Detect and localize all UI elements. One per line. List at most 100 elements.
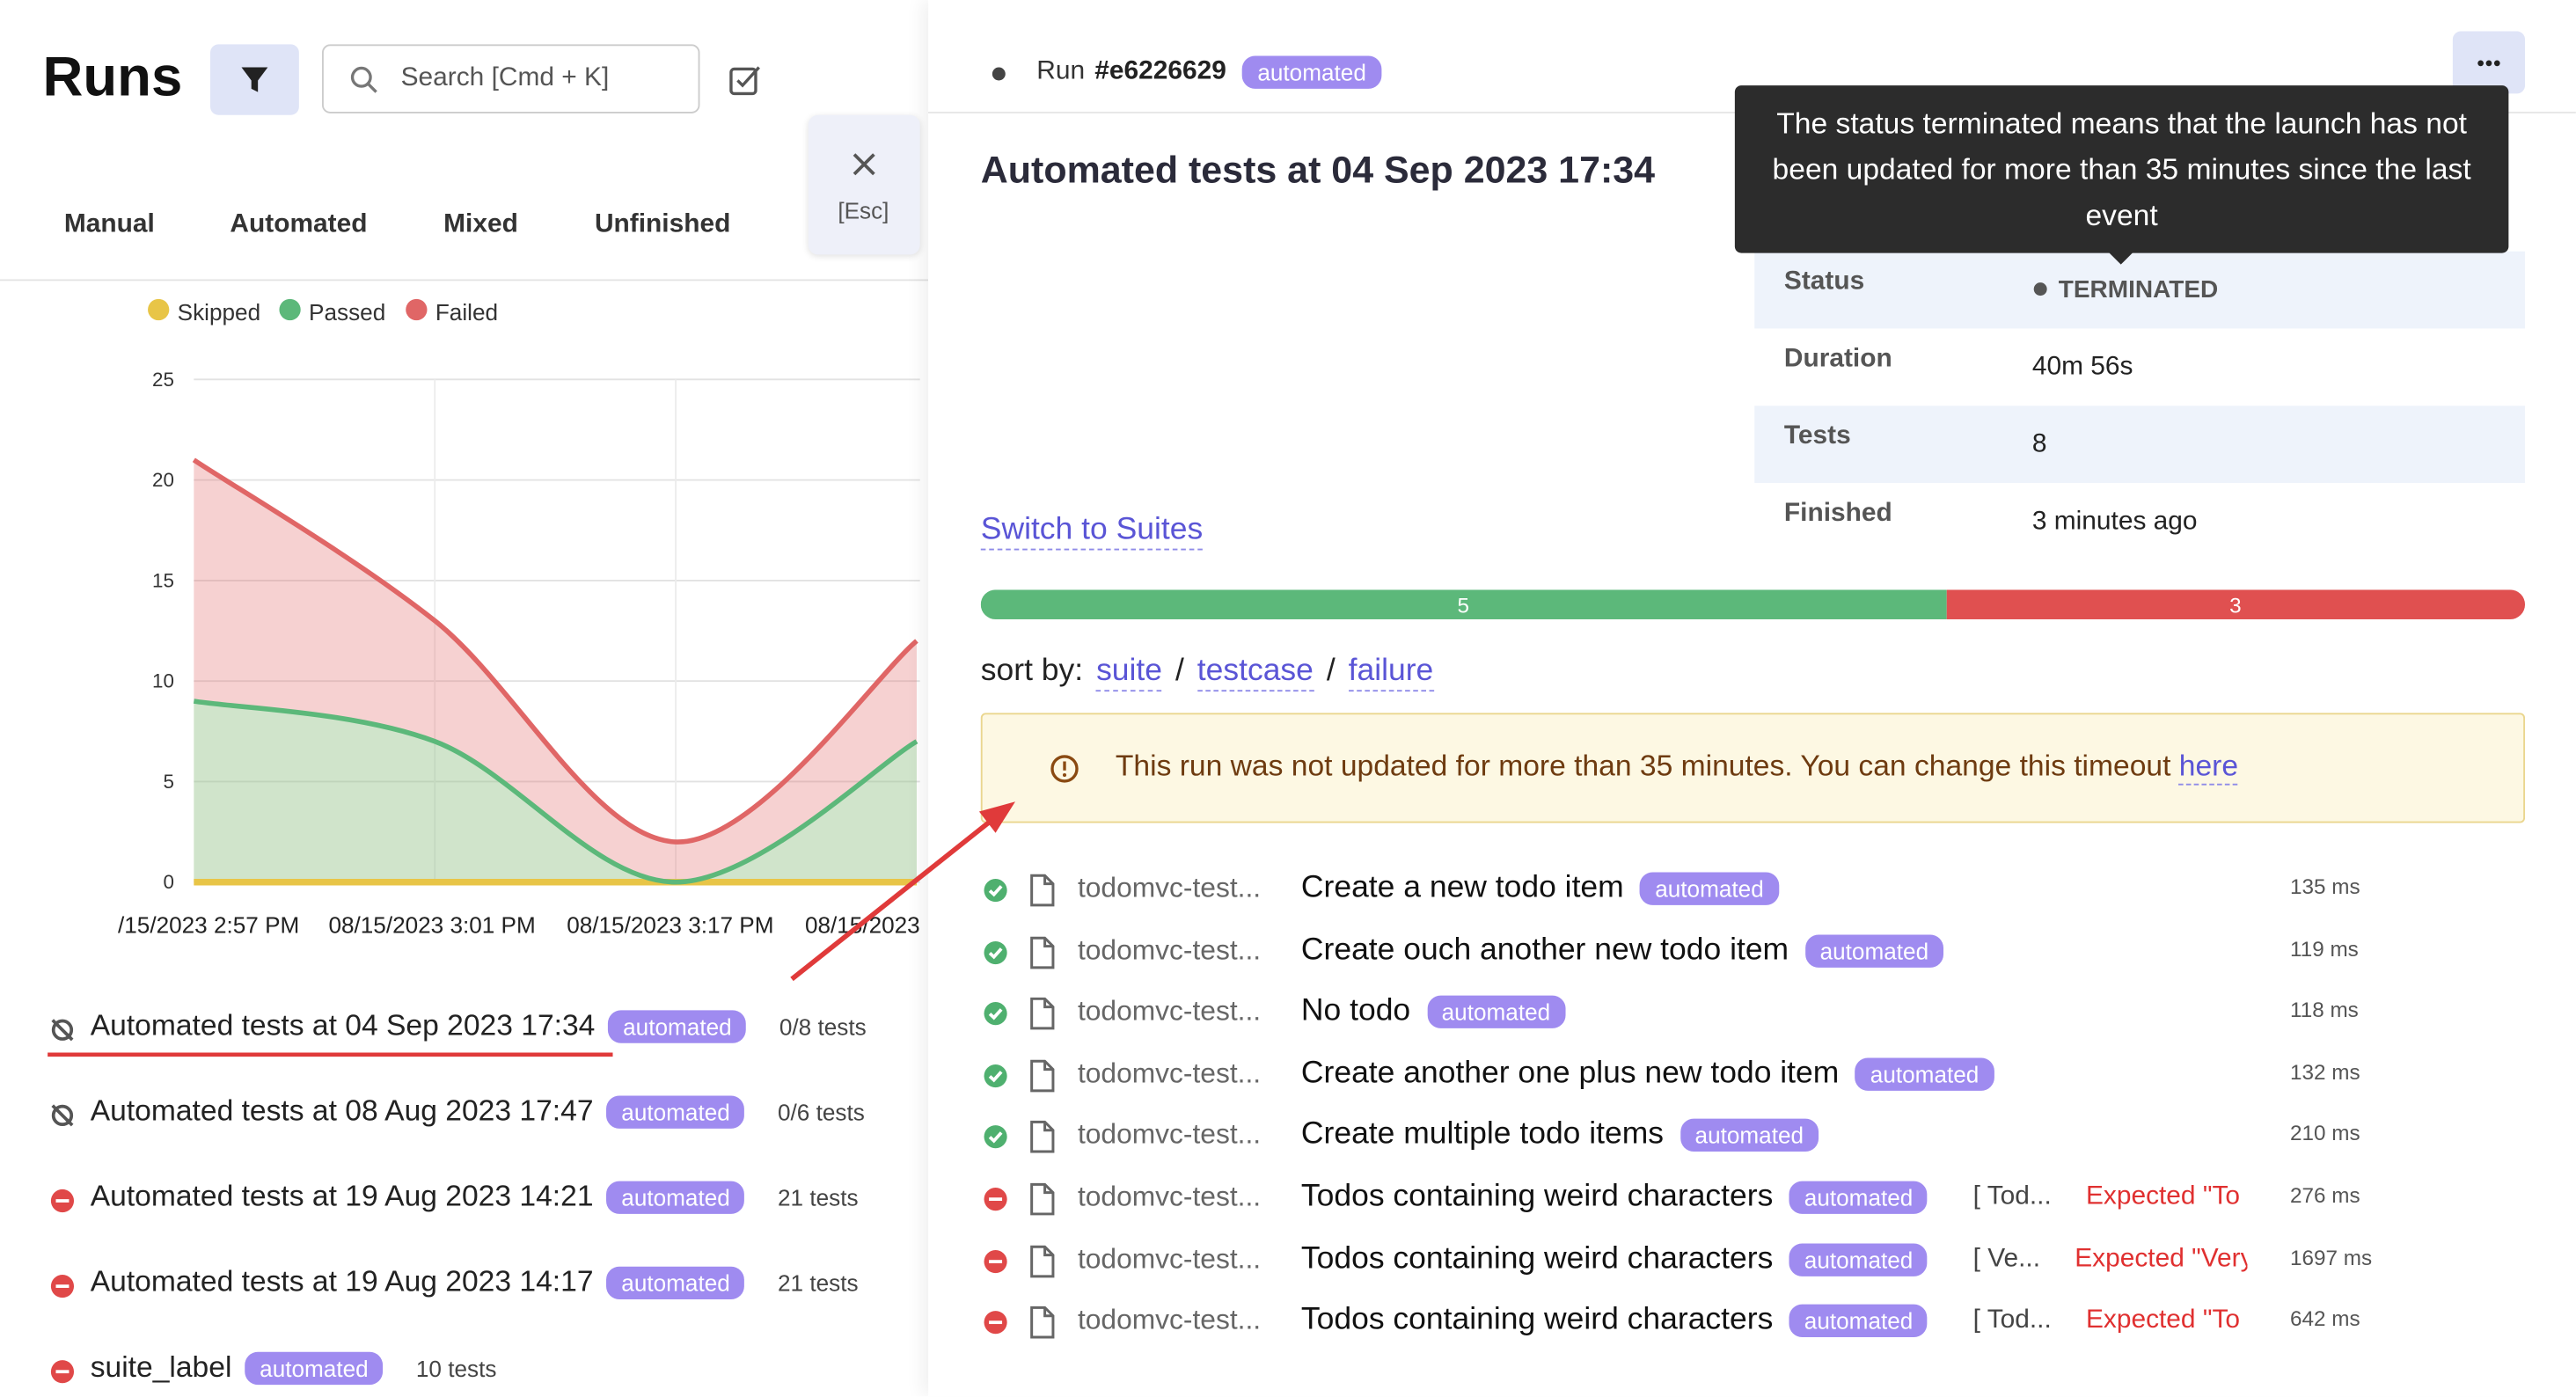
run-status-icon (51, 1019, 74, 1042)
filter-icon (241, 67, 268, 92)
run-count: 10 tests (415, 1354, 497, 1381)
x-tick-label: 08/15/2023 3:01 PM (328, 912, 535, 939)
test-badge: automated (1789, 1181, 1928, 1214)
test-title-row[interactable]: Create ouch another new todo item automat… (1301, 933, 1943, 969)
run-title: Automated tests at 08 Aug 2023 17:47 (90, 1093, 594, 1127)
test-time: 276 ms (2290, 1182, 2360, 1208)
run-status-icon (51, 1104, 74, 1127)
test-status-icon (984, 879, 1007, 903)
run-badge: automated (1242, 55, 1381, 89)
file-icon (1030, 1182, 1055, 1216)
error-file: [ Tod... (1972, 1182, 2052, 1211)
info-row (1754, 482, 2526, 560)
test-title-row[interactable]: Create a new todo item automated (1301, 871, 1779, 907)
more-icon (2477, 60, 2500, 67)
test-title-row[interactable]: Todos containing weird characters automat… (1301, 1180, 1928, 1216)
x-tick-label: 08/15/2023 3:17 PM (567, 912, 773, 939)
run-item[interactable]: Automated tests at 08 Aug 2023 17:47 auto… (91, 1094, 865, 1129)
test-time: 1697 ms (2290, 1244, 2373, 1269)
sort-option[interactable]: suite (1096, 654, 1163, 692)
run-item[interactable]: Automated tests at 19 Aug 2023 14:21 auto… (91, 1180, 859, 1214)
test-file: todomvc-test... (1077, 1242, 1262, 1275)
error-file: [ Tod... (1972, 1306, 2052, 1335)
file-icon (1030, 1306, 1055, 1339)
warning-text: This run was not updated for more than 3… (1115, 749, 2171, 782)
run-dot (992, 67, 1006, 81)
tooltip-arrow (2107, 251, 2134, 265)
sort-separator: / (1175, 654, 1184, 689)
sort-separator: / (1326, 654, 1336, 689)
test-status-icon (984, 1249, 1007, 1273)
run-status-icon (50, 1275, 75, 1298)
y-tick-label: 10 (152, 670, 174, 692)
filter-button[interactable] (210, 44, 299, 115)
test-title-row[interactable]: Todos containing weird characters automat… (1301, 1303, 1928, 1339)
sort-option[interactable]: testcase (1197, 654, 1314, 692)
legend-dot (279, 298, 301, 321)
info-value: 3 minutes ago (2031, 507, 2198, 536)
legend-label: Passed (309, 298, 386, 325)
test-badge: automated (1680, 1119, 1819, 1152)
area-line (192, 457, 918, 845)
sort-option[interactable]: failure (1348, 654, 1434, 692)
test-time: 210 ms (2290, 1121, 2360, 1146)
test-time: 642 ms (2290, 1306, 2360, 1331)
test-error: [ Ve... Expected "Very (1973, 1245, 2248, 1275)
progress-segment: 5 (980, 589, 1946, 619)
test-badge: automated (1789, 1304, 1928, 1338)
run-title: Automated tests at 04 Sep 2023 17:34 (980, 148, 1656, 191)
test-title: Todos containing weird characters (1300, 1303, 1774, 1338)
test-badge: automated (1426, 995, 1566, 1029)
test-title-row[interactable]: Todos containing weird characters automat… (1301, 1241, 1928, 1277)
run-item[interactable]: Automated tests at 19 Aug 2023 14:17 auto… (91, 1265, 859, 1299)
info-label: Finished (1783, 499, 1892, 528)
warning-text-row: This run was not updated for more than 3… (1115, 749, 2239, 786)
test-file: todomvc-test... (1077, 1181, 1262, 1213)
sort-row: sort by: suite / testcase / failure (980, 654, 1434, 692)
test-status-icon (984, 1311, 1007, 1335)
tab[interactable]: Automated (230, 210, 368, 238)
file-icon (1030, 1245, 1055, 1277)
run-badge: automated (608, 1009, 747, 1042)
page-title: Runs (42, 46, 183, 109)
close-hint: [Esc] (838, 197, 889, 223)
test-error: [ Tod... Expected "To (1973, 1306, 2258, 1336)
area-chart: 0 5 10 15 20 25/15/2023 2:57 PM 08/15/2023 3:0… (118, 369, 920, 939)
test-title-row[interactable]: Create multiple todo items automated (1301, 1117, 1819, 1153)
tab[interactable]: Manual (63, 210, 155, 238)
test-title-row[interactable]: No todo automated (1301, 994, 1566, 1030)
tab[interactable]: Mixed (443, 210, 518, 238)
more-button[interactable] (2452, 31, 2526, 94)
y-tick-label: 0 (163, 871, 173, 893)
tooltip: The status terminated means that the lau… (1734, 85, 2509, 253)
info-row (1754, 406, 2526, 483)
error-file: [ Ve... (1972, 1244, 2041, 1273)
x-tick-label: /15/2023 2:57 PM (118, 912, 299, 939)
test-time: 132 ms (2290, 1059, 2360, 1085)
test-title-row[interactable]: Create another one plus new todo item aut… (1301, 1056, 1994, 1092)
progress-segment: 3 (1945, 589, 2526, 619)
run-title: suite_label (90, 1349, 232, 1384)
tab[interactable]: Unfinished (594, 210, 731, 238)
run-item[interactable]: suite_label automated 10 tests (90, 1349, 497, 1385)
test-time: 135 ms (2290, 874, 2360, 899)
warning-link[interactable]: here (2178, 749, 2239, 786)
run-item[interactable]: Automated tests at 04 Sep 2023 17:34 auto… (91, 1009, 867, 1043)
test-title: Todos containing weird characters (1300, 1179, 1774, 1214)
test-status-icon (984, 940, 1007, 964)
file-icon (1030, 998, 1055, 1030)
switch-link[interactable]: Switch to Suites (980, 513, 1204, 551)
run-status-icon (50, 1360, 75, 1384)
test-badge: automated (1640, 872, 1779, 905)
y-tick-label: 15 (152, 569, 174, 591)
test-file: todomvc-test... (1077, 933, 1262, 966)
info-value: 8 (2031, 430, 2047, 458)
legend-dot (148, 298, 170, 321)
legend-dot (406, 298, 428, 321)
sort-label: sort by: (980, 654, 1084, 689)
test-title: Create ouch another new todo item (1300, 932, 1789, 968)
search-box[interactable]: Search [Cmd + K] (321, 44, 700, 113)
area-fill (194, 459, 917, 882)
close-button[interactable]: [Esc] (808, 114, 920, 255)
test-time: 119 ms (2290, 935, 2359, 961)
